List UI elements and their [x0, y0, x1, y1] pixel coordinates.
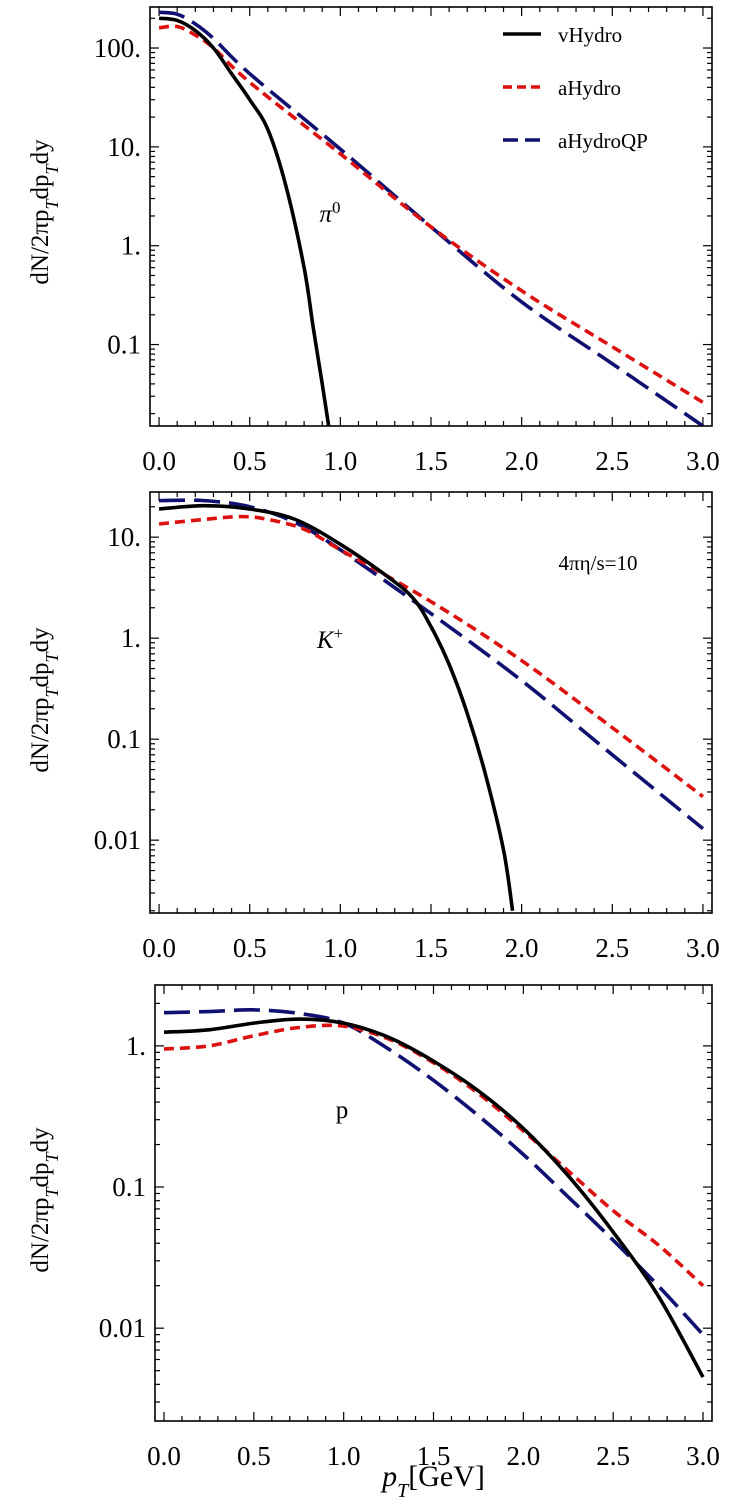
panel-3: 0.0 0.5 1.0 1.5 2.0 2.5 3.01.0.10.01dN/2πpTdpT…	[27, 984, 720, 1501]
x-axis-label-end: [GeV]	[408, 1460, 485, 1493]
x-tick-label: 2.5	[595, 933, 629, 963]
x-tick-label: 1.0	[323, 933, 357, 963]
series-ahydroqp	[159, 498, 705, 831]
y-axis-label-mid: dp	[27, 1162, 54, 1187]
y-tick-label: 100.	[94, 33, 141, 63]
y-axis-label-text: dN/2πp	[27, 697, 54, 772]
y-axis-label-sub: T	[42, 685, 62, 697]
series-ahydroqp	[163, 1008, 705, 1336]
x-axis-label: pT[GeV]	[380, 1460, 485, 1501]
series-ahydro	[158, 514, 705, 799]
particle-label-sup: +	[334, 624, 344, 643]
particle-label-text: p	[336, 1097, 349, 1124]
x-axis-label-text: p	[380, 1460, 397, 1493]
x-tick-label: 1.0	[323, 446, 357, 476]
y-tick-label: 0.01	[94, 825, 141, 855]
series-group	[158, 498, 705, 912]
y-axis-label-sub: T	[42, 1185, 62, 1197]
series-group	[158, 10, 704, 426]
panel-2: 0.0 0.5 1.0 1.5 2.0 2.5 3.010.1.0.10.01dN/2πpT…	[27, 491, 720, 963]
legend-label-ahydro: aHydro	[558, 76, 621, 100]
y-axis-label-text: dN/2πp	[27, 1197, 54, 1272]
particle-label-sup: 0	[332, 198, 341, 217]
y-axis-label-sub2: T	[42, 1150, 62, 1162]
x-tick-label: 2.0	[505, 933, 539, 963]
particle-label-text: π	[319, 201, 333, 228]
y-tick-label: 1.	[126, 1031, 146, 1061]
y-axis-label-text: dN/2πp	[27, 209, 54, 284]
x-tick-label: 0.5	[233, 446, 267, 476]
viscosity-label: 4πη/s=10	[559, 551, 638, 575]
x-tick-label: 3.0	[686, 1441, 720, 1471]
particle-label-text: K	[316, 627, 335, 654]
y-tick-label: 10.	[107, 132, 141, 162]
x-axis-label-sub: T	[397, 1480, 410, 1501]
y-axis-label: dN/2πpTdpTdy	[27, 1127, 62, 1273]
x-tick-label: 3.0	[686, 933, 720, 963]
y-tick-label: 1.	[121, 623, 141, 653]
x-tick-label: 1.5	[417, 1441, 451, 1471]
y-axis-label-sub: T	[42, 197, 62, 209]
x-tick-label: 2.0	[506, 1441, 540, 1471]
x-tick-label: 0.0	[147, 1441, 181, 1471]
x-tick-label: 1.5	[414, 446, 448, 476]
x-tick-label: 1.0	[327, 1441, 361, 1471]
plot-frame	[149, 491, 713, 914]
y-axis-label: dN/2πpTdpTdy	[27, 139, 62, 285]
x-tick-label: 0.0	[142, 933, 176, 963]
series-vhydro	[163, 1017, 705, 1378]
y-axis-label-end: dy	[27, 1127, 54, 1153]
y-axis-label-sub2: T	[42, 650, 62, 662]
particle-label: K+	[316, 624, 343, 655]
x-tick-label: 3.0	[686, 446, 720, 476]
y-axis-label-end: dy	[27, 139, 54, 165]
panel-1: 0.0 0.5 1.0 1.5 2.0 2.5 3.0100.10.1.0.1dN/2πpT…	[27, 6, 720, 476]
x-tick-label: 2.0	[505, 446, 539, 476]
series-vhydro	[158, 16, 331, 426]
legend-label-ahydroqp: aHydroQP	[558, 129, 648, 153]
y-tick-label: 1.	[121, 231, 141, 261]
x-tick-label: 0.5	[233, 933, 267, 963]
y-axis-label-mid: dp	[27, 174, 54, 199]
y-tick-label: 0.1	[112, 1172, 146, 1202]
particle-label: π0	[319, 198, 340, 229]
x-tick-label: 0.0	[142, 446, 176, 476]
legend-label-vhydro: vHydro	[558, 23, 622, 47]
series-ahydro	[158, 24, 704, 404]
x-tick-label: 1.5	[414, 933, 448, 963]
y-tick-label: 0.1	[107, 330, 141, 360]
plot-frame	[154, 984, 713, 1422]
plot-frame	[149, 6, 713, 427]
y-axis-label: dN/2πpTdpTdy	[27, 627, 62, 773]
particle-label: p	[336, 1097, 349, 1124]
series-group	[163, 1008, 705, 1378]
series-vhydro	[158, 503, 515, 912]
y-axis-label-mid: dp	[27, 662, 54, 687]
y-axis-label-end: dy	[27, 627, 54, 653]
y-tick-label: 10.	[107, 522, 141, 552]
y-axis-label-sub2: T	[42, 162, 62, 174]
series-ahydroqp	[158, 10, 704, 426]
x-tick-label: 0.5	[237, 1441, 271, 1471]
x-tick-label: 2.5	[595, 446, 629, 476]
x-tick-label: 2.5	[596, 1441, 630, 1471]
y-tick-label: 0.1	[107, 724, 141, 754]
y-tick-label: 0.01	[99, 1313, 146, 1343]
